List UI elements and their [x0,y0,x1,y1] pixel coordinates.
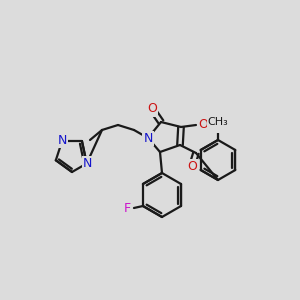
Text: N: N [83,157,92,170]
Text: CH₃: CH₃ [208,117,228,127]
Text: N: N [143,131,153,145]
Text: O: O [187,160,197,172]
Text: O: O [147,103,157,116]
Text: F: F [123,202,130,214]
Text: N: N [57,134,67,147]
Text: H: H [210,118,219,131]
Text: OH: OH [198,118,217,131]
